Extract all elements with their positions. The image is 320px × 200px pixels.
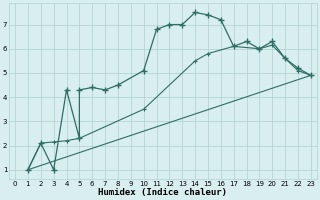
- X-axis label: Humidex (Indice chaleur): Humidex (Indice chaleur): [99, 188, 228, 197]
